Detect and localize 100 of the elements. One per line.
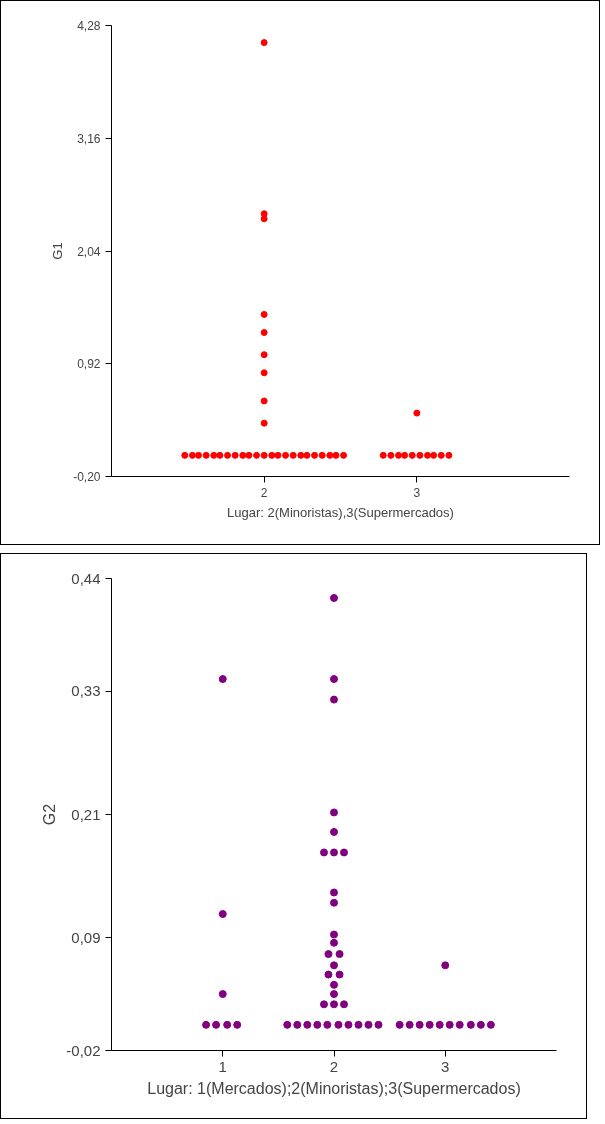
point — [374, 1020, 383, 1029]
x-axis-title: Lugar: 2(Minoristas),3(Supermercados) — [227, 504, 454, 520]
point — [334, 1020, 343, 1029]
point — [335, 970, 344, 979]
point — [445, 1020, 454, 1029]
point — [330, 827, 338, 836]
point — [364, 1020, 373, 1029]
point — [202, 451, 210, 459]
point — [223, 1020, 232, 1029]
point — [260, 351, 268, 359]
point — [340, 451, 348, 459]
point — [405, 1020, 414, 1029]
point — [188, 451, 196, 459]
point — [324, 970, 333, 979]
point — [416, 451, 424, 459]
point — [303, 451, 311, 459]
point — [425, 1020, 434, 1029]
point — [340, 1000, 349, 1009]
point — [282, 451, 290, 459]
point — [486, 1020, 495, 1029]
point — [323, 1020, 332, 1029]
y-tick-label: 0,92 — [77, 357, 101, 372]
point — [330, 848, 338, 857]
point — [330, 938, 338, 947]
point — [311, 451, 319, 459]
point — [330, 594, 338, 602]
point — [202, 1020, 211, 1029]
point — [195, 451, 203, 459]
point — [466, 1020, 475, 1029]
point — [340, 848, 349, 857]
point — [387, 451, 395, 459]
point — [379, 451, 387, 459]
y-tick-label: 0,33 — [71, 682, 101, 700]
point — [354, 1020, 363, 1029]
point — [424, 451, 432, 459]
point — [430, 451, 438, 459]
point — [326, 451, 334, 459]
point — [476, 1020, 485, 1029]
point — [239, 451, 247, 459]
point — [330, 898, 338, 907]
point — [330, 1000, 338, 1009]
point — [330, 980, 338, 989]
point — [289, 451, 297, 459]
point — [413, 409, 421, 417]
point — [283, 1020, 292, 1029]
point — [330, 695, 338, 704]
y-tick-label: -0,02 — [66, 1041, 101, 1059]
point — [395, 1020, 404, 1029]
point — [260, 451, 268, 459]
point — [297, 451, 305, 459]
point — [303, 1020, 312, 1029]
point — [441, 961, 450, 970]
y-tick-label: 0,09 — [71, 928, 101, 946]
point — [344, 1020, 353, 1029]
x-tick-label: 2 — [260, 485, 268, 500]
point — [395, 451, 403, 459]
y-axis-title: G2 — [41, 803, 59, 826]
x-axis-title: Lugar: 1(Mercados);2(Minoristas);3(Supermercados) — [147, 1079, 521, 1097]
point — [260, 215, 268, 223]
point — [260, 39, 268, 47]
point — [313, 1020, 322, 1029]
point — [210, 451, 218, 459]
point — [401, 451, 409, 459]
point — [216, 451, 224, 459]
point — [218, 910, 227, 919]
point — [330, 990, 338, 999]
point — [245, 451, 253, 459]
point — [319, 848, 328, 857]
point — [330, 930, 338, 939]
point — [218, 675, 227, 684]
point — [293, 1020, 302, 1029]
point — [260, 329, 268, 337]
point — [318, 451, 326, 459]
y-tick-label: 3,16 — [77, 131, 101, 146]
y-tick-label: 4,28 — [77, 19, 101, 33]
point — [330, 961, 338, 970]
point — [437, 451, 445, 459]
point — [330, 675, 338, 684]
point — [260, 397, 268, 405]
y-axis-title: G1 — [50, 242, 66, 260]
point — [335, 950, 344, 959]
point — [253, 451, 261, 459]
point — [268, 451, 276, 459]
x-tick-label: 2 — [329, 1057, 339, 1075]
x-tick-label: 3 — [441, 1057, 450, 1075]
point — [233, 1020, 242, 1029]
point — [181, 451, 189, 459]
point — [435, 1020, 444, 1029]
point — [274, 451, 282, 459]
point — [455, 1020, 464, 1029]
point — [330, 808, 338, 817]
point — [218, 990, 227, 999]
point — [231, 451, 239, 459]
point — [319, 1000, 328, 1009]
y-tick-label: -0,20 — [73, 470, 101, 484]
point — [260, 310, 268, 318]
point — [324, 950, 333, 959]
y-tick-label: 0,21 — [71, 805, 101, 823]
point — [212, 1020, 221, 1029]
y-tick-label: 0,44 — [71, 569, 101, 587]
